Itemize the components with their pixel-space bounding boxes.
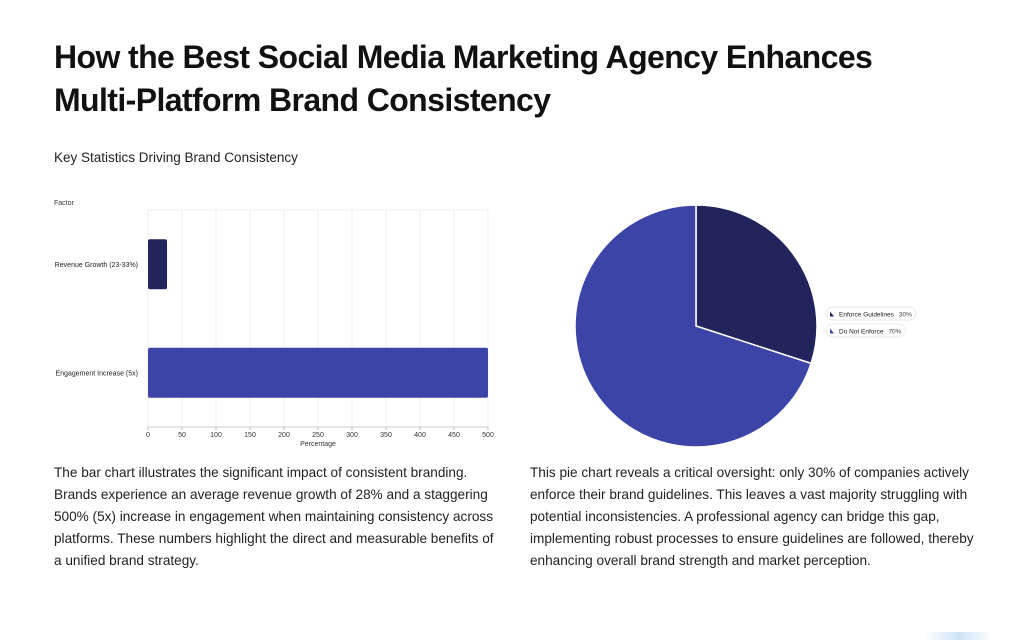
bar-chart-panel: Factor 0 50 100 150 200 250 300 350 400 450 500 Perc… — [40, 190, 510, 455]
legend-label-0: Enforce Guidelines — [839, 312, 895, 319]
pie-slice-0 — [695, 204, 818, 365]
pie-chart-description: This pie chart reveals a critical oversi… — [530, 465, 974, 568]
legend-value-0: 30% — [899, 312, 912, 319]
x-tick-label-5: 250 — [312, 432, 324, 439]
x-tick-label-10: 500 — [482, 432, 494, 439]
x-tick-label-0: 0 — [146, 432, 150, 439]
legend-item-pill-1 — [825, 323, 906, 338]
pie-chart-panel: Enforce Guidelines 30% Do Not Enforce 70% — [530, 190, 990, 455]
legend-swatch-1 — [830, 328, 834, 334]
page-title: How the Best Social Media Marketing Agen… — [54, 39, 873, 118]
bar-0 — [148, 239, 168, 290]
legend-swatch-0 — [830, 311, 834, 317]
x-axis-title: Percentage — [300, 441, 336, 448]
legend-value-1: 70% — [888, 329, 901, 336]
legend-item-1: Do Not Enforce 70% — [825, 323, 906, 338]
x-tick-label-1: 50 — [178, 432, 186, 439]
legend-item-pill-0 — [825, 306, 917, 321]
x-tick-label-8: 400 — [414, 432, 426, 439]
legend-item-0: Enforce Guidelines 30% — [825, 306, 917, 321]
category-label-0: Revenue Growth (23-33%) — [55, 262, 138, 269]
x-tick-label-6: 300 — [346, 432, 358, 439]
legend-label-1: Do Not Enforce — [839, 329, 884, 336]
section-subtitle: Key Statistics Driving Brand Consistency — [54, 150, 298, 165]
x-tick-label-2: 100 — [210, 432, 222, 439]
y-axis-title: Factor — [54, 200, 75, 207]
x-tick-label-7: 350 — [380, 432, 392, 439]
bar-chart-description: The bar chart illustrates the significan… — [54, 465, 494, 568]
x-tick-label-9: 450 — [448, 432, 460, 439]
x-tick-label-3: 150 — [244, 432, 256, 439]
bar-1 — [148, 347, 488, 398]
x-tick-label-4: 200 — [278, 432, 290, 439]
pie-slice-1 — [574, 204, 813, 448]
corner-decoration — [924, 632, 994, 640]
pie-chart: Enforce Guidelines 30% Do Not Enforce 70% — [574, 204, 917, 448]
bar-chart: Factor 0 50 100 150 200 250 300 350 400 450 500 Perc… — [54, 200, 494, 448]
category-label-1: Engagement Increase (5x) — [56, 370, 139, 377]
